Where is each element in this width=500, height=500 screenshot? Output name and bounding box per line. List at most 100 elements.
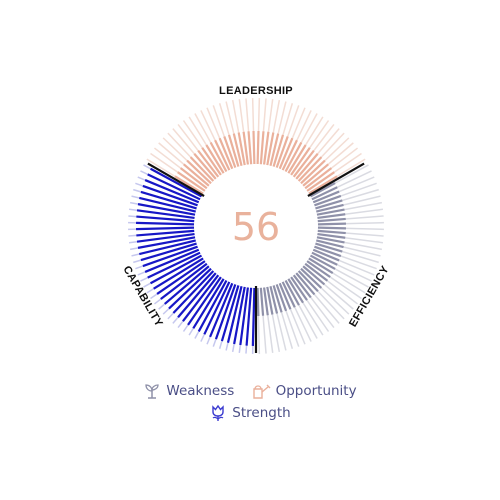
ray-left: [140, 242, 197, 262]
ray-top: [302, 163, 329, 187]
ray-right: [281, 281, 296, 308]
ray-top: [193, 153, 217, 180]
ray-left: [137, 236, 196, 249]
ray-left: [251, 287, 256, 346]
segment-dividers: [147, 162, 365, 353]
ray-right: [315, 242, 343, 253]
ray-top: [252, 131, 256, 165]
ray-right: [312, 248, 340, 262]
ray-left: [136, 209, 195, 219]
ray-top: [214, 139, 231, 171]
ray-top: [269, 133, 280, 166]
ray-right: [311, 251, 338, 266]
ray-left: [136, 226, 195, 231]
ray-right: [272, 285, 283, 313]
ray-right: [311, 186, 338, 201]
ray-top: [242, 131, 249, 165]
ray-left: [136, 233, 195, 243]
legend-opportunity-label: Opportunity: [275, 383, 357, 399]
tulip-icon: [212, 404, 224, 421]
watering-can-icon: [252, 384, 271, 399]
ray-left: [197, 279, 228, 332]
ray-right: [304, 262, 329, 282]
ray-top: [263, 131, 270, 165]
ray-left: [136, 221, 195, 226]
legend-row-1: Weakness Opportunity: [0, 382, 500, 404]
ray-left: [172, 270, 215, 314]
ray-right: [316, 203, 344, 213]
ray-left: [164, 265, 210, 305]
ray-top: [308, 175, 338, 195]
ray-left: [139, 239, 196, 256]
sprout-icon: [145, 384, 160, 399]
ray-top: [297, 156, 323, 182]
ray-top: [284, 141, 303, 173]
ray-left: [187, 276, 222, 326]
legend-weakness: Weakness: [143, 382, 234, 400]
ray-top: [306, 171, 335, 192]
ray-left: [140, 190, 197, 210]
ray-right: [266, 286, 274, 315]
ray-left: [136, 215, 195, 223]
ray-left: [144, 248, 200, 273]
ray-right: [315, 199, 343, 210]
ray-right: [314, 245, 342, 258]
ray-right: [317, 222, 346, 226]
ray-top: [300, 159, 326, 185]
ray-top: [278, 137, 294, 170]
ray-top: [272, 134, 285, 167]
ray-left: [142, 245, 198, 268]
ray-left: [147, 173, 201, 201]
ray-top: [237, 132, 246, 166]
ray-left: [139, 196, 196, 213]
ray-top: [201, 147, 222, 176]
ray-left: [192, 278, 225, 329]
ray-right: [269, 286, 279, 314]
segment-label-leadership: LEADERSHIP: [219, 85, 293, 97]
ray-right: [309, 182, 336, 198]
ray-top: [197, 149, 220, 178]
ray-left: [147, 251, 201, 279]
ray-left: [233, 286, 246, 345]
ray-top: [177, 171, 206, 192]
ray-top: [205, 144, 225, 174]
ray-left: [153, 257, 204, 290]
ray-left: [156, 260, 206, 295]
ray-right: [306, 260, 331, 278]
ray-right: [284, 279, 300, 306]
ray-left: [144, 179, 200, 204]
ray-left: [150, 167, 203, 198]
legend-opportunity: Opportunity: [251, 382, 357, 400]
ray-left: [137, 203, 196, 216]
ray-top: [266, 132, 275, 166]
ray-left: [160, 262, 208, 300]
ray-right: [278, 282, 292, 310]
ray-right: [317, 229, 346, 235]
ray-top: [189, 156, 215, 182]
ray-right: [275, 284, 288, 312]
ray-top: [281, 139, 298, 171]
ray-top: [247, 131, 253, 165]
ray-top: [256, 131, 260, 165]
ray-left: [142, 184, 198, 207]
radial-bars: [128, 98, 384, 354]
ray-top: [232, 133, 243, 166]
ray-right: [312, 190, 340, 204]
ray-right: [317, 213, 346, 219]
ray-top: [227, 134, 240, 167]
score-value: 56: [232, 205, 280, 249]
ray-left: [203, 281, 231, 335]
ray-top: [186, 159, 212, 185]
ray-left: [209, 282, 234, 338]
legend-strength-label: Strength: [232, 405, 291, 421]
legend-weakness-label: Weakness: [166, 383, 235, 399]
ray-right: [317, 226, 346, 230]
ray-left: [226, 286, 243, 343]
ray-top: [209, 141, 228, 173]
ray-right: [290, 276, 308, 301]
ray-right: [309, 254, 336, 270]
ray-left: [136, 229, 195, 237]
legend-strength: Strength: [209, 404, 291, 422]
ray-right: [316, 239, 344, 249]
